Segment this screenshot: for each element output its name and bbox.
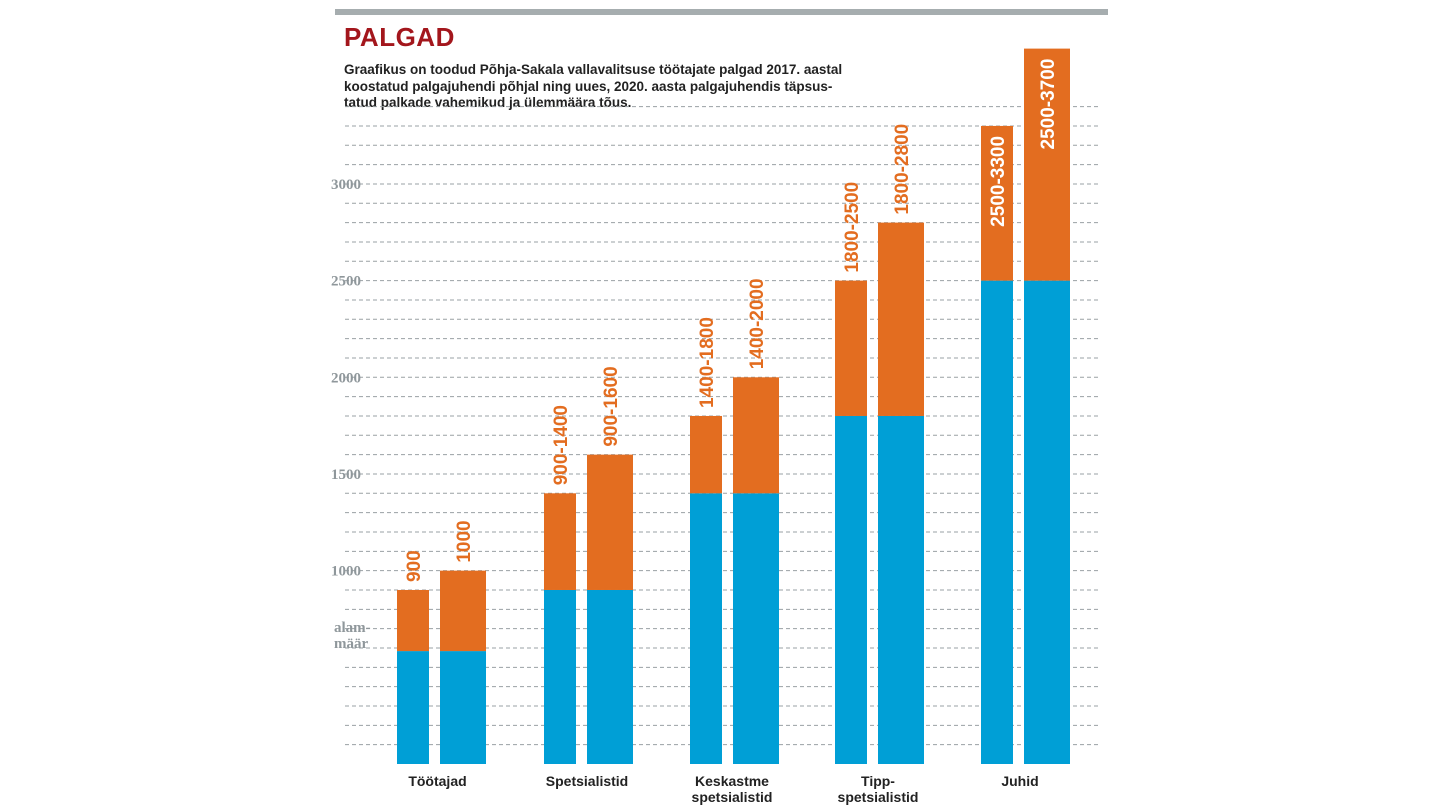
bar-value-label: 1000 [454, 520, 475, 562]
bar-range [878, 222, 924, 416]
bar-value-label: 900 [404, 550, 425, 582]
bar-value-label: 1400-1800 [697, 317, 718, 408]
bars: 900 900-1400 1400-1800 1800-2500 2500-3300 10… [397, 48, 1070, 764]
bar-range [397, 589, 429, 652]
category-label: Spetsialistid [546, 773, 628, 789]
category-label: Tipp- [861, 773, 895, 789]
category-label: Juhid [1001, 773, 1038, 789]
minimum-wage-label: alam- [334, 620, 371, 636]
bar-value-label: 2500-3300 [988, 136, 1009, 227]
bar-value-label: 2500-3700 [1038, 59, 1059, 150]
top-rule [335, 9, 1108, 15]
bar-range [690, 415, 722, 494]
category-label: spetsialistid [838, 789, 919, 805]
bar-base [835, 415, 867, 764]
y-tick-label: 3000 [331, 177, 361, 193]
y-tick-label: 1500 [331, 467, 361, 483]
bar-base [878, 415, 924, 764]
y-axis: 1000 1500 2000 2500 3000 alam-määr [331, 177, 371, 652]
bar-base [981, 280, 1013, 764]
chart-subtitle: Graafikus on toodud Põhja-Sakala vallava… [344, 62, 864, 112]
y-tick-label: 2500 [331, 274, 361, 290]
bar-value-label: 900-1400 [551, 405, 572, 485]
y-tick-label: 2000 [331, 370, 361, 386]
subtitle-line: Graafikus on toodud Põhja-Sakala vallava… [344, 62, 843, 77]
bar-range [544, 493, 576, 590]
bar-range [440, 570, 486, 652]
bar-value-label: 1800-2500 [842, 182, 863, 273]
bar-value-label: 1800-2800 [892, 124, 913, 215]
category-label: spetsialistid [692, 789, 773, 805]
category-label: Keskastme [695, 773, 769, 789]
bar-base [690, 493, 722, 764]
bar-value-label: 900-1600 [601, 366, 622, 446]
bar-base [440, 651, 486, 764]
bar-base [544, 589, 576, 764]
subtitle-line: koostatud palgajuhendi põhjal ning uues,… [344, 78, 833, 94]
bar-base [733, 493, 779, 764]
chart-title: PALGAD [344, 22, 455, 52]
category-label: Töötajad [408, 773, 466, 789]
x-axis: Töötajad Spetsialistid Keskastmespetsialis… [408, 773, 1038, 805]
bar-range [981, 125, 1013, 281]
bar-range [733, 377, 779, 494]
bar-range [587, 454, 633, 590]
bar-value-label: 1400-2000 [747, 278, 768, 369]
bar-range [1024, 48, 1070, 281]
bar-base [1024, 280, 1070, 764]
minimum-wage-label: määr [334, 636, 368, 652]
bar-base [397, 651, 429, 764]
bar-base [587, 589, 633, 764]
bar-range [835, 280, 867, 416]
y-tick-label: 1000 [331, 564, 361, 580]
